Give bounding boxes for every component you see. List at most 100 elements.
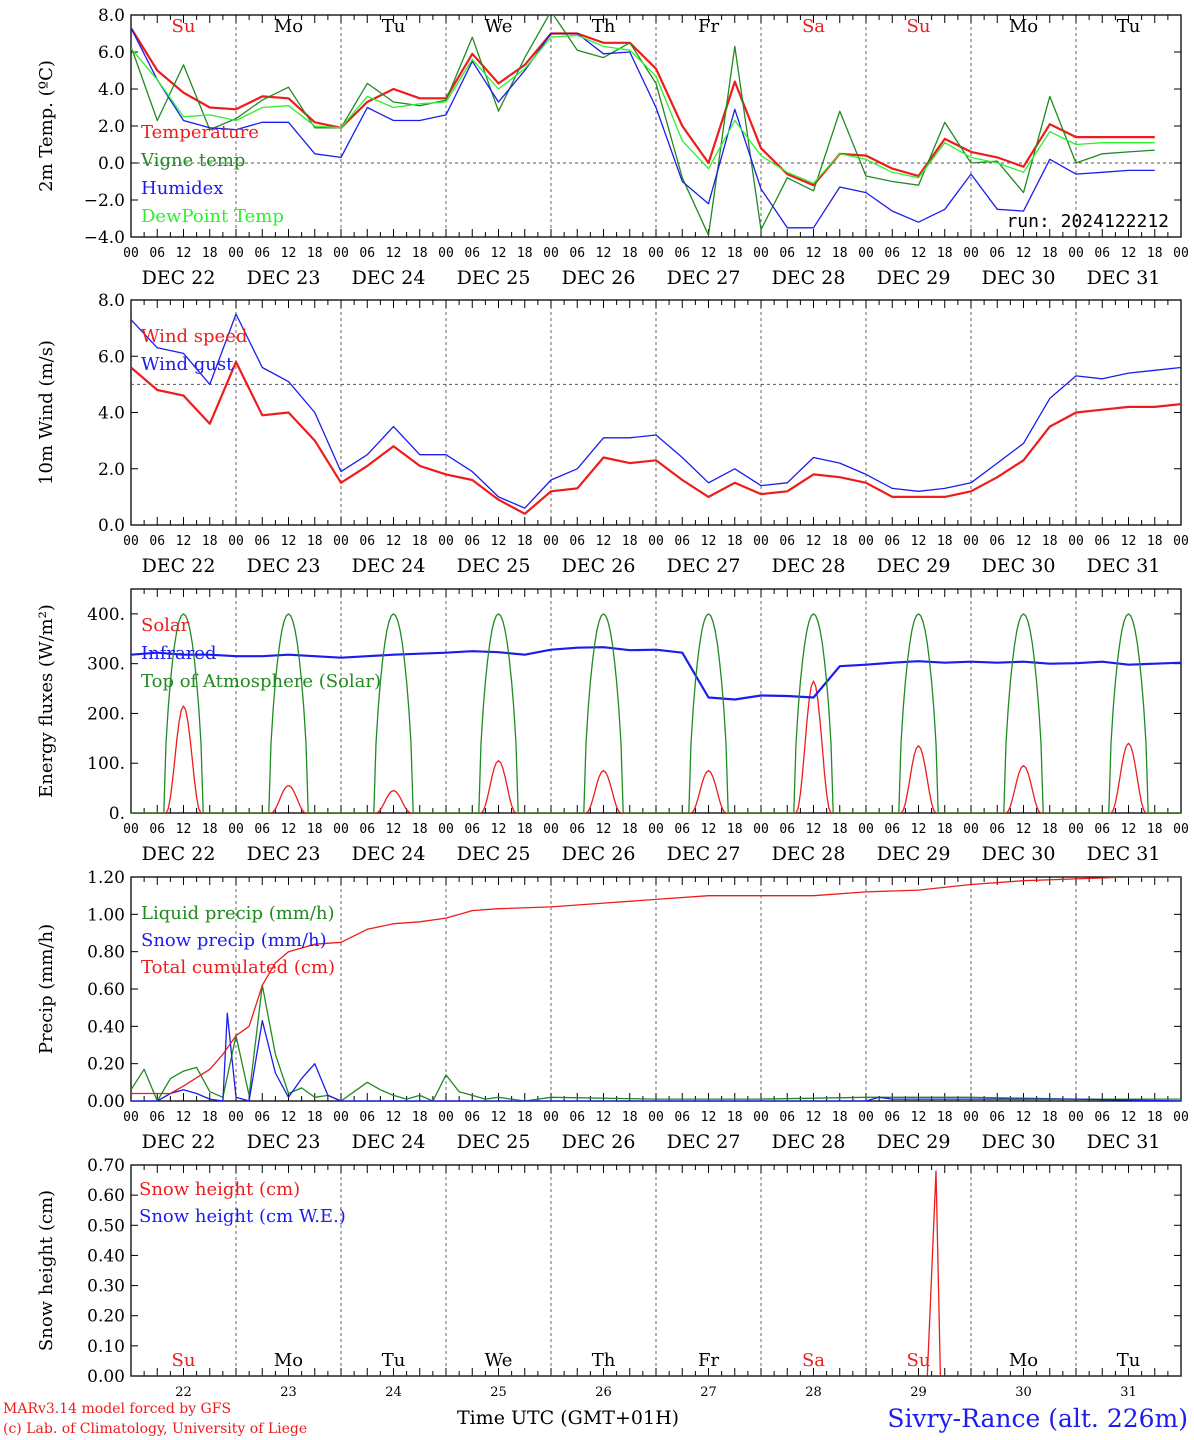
x-day-label: DEC 22 <box>142 555 216 577</box>
x-hour-label: 12 <box>701 534 717 549</box>
x-hour-label: 06 <box>1094 822 1110 837</box>
x-hour-label: 12 <box>911 822 927 837</box>
x-day-label: DEC 30 <box>982 843 1056 865</box>
legend-entry: DewPoint Temp <box>141 206 284 227</box>
x-hour-label: 12 <box>596 534 612 549</box>
panel-energy: 0. 100. 200. 300. 400. Energy fluxes (W/m²) 00… <box>36 588 1189 865</box>
series-group <box>131 1170 1181 1376</box>
series-line-snow-height-cm <box>131 1170 1181 1376</box>
y-tick-label: 0.30 <box>87 1277 125 1297</box>
weekday-label: Tu <box>382 1350 406 1371</box>
x-day-label: DEC 26 <box>562 843 636 865</box>
weekday-label: Su <box>172 1350 196 1371</box>
x-hour-label: 18 <box>307 246 323 261</box>
x-day-label: DEC 31 <box>1087 843 1161 865</box>
legend-entry: Vigne temp <box>140 150 245 171</box>
x-hour-label: 18 <box>937 534 953 549</box>
series-line-solar <box>131 680 1181 813</box>
y-tick-label: 2.0 <box>98 460 125 480</box>
x-hour-label: 06 <box>989 246 1005 261</box>
x-hour-label: 06 <box>359 246 375 261</box>
x-hour-label: 18 <box>307 822 323 837</box>
legend-entry: Temperature <box>141 122 259 143</box>
y-axis-label: 10m Wind (m/s) <box>36 340 57 485</box>
x-hour-label: 00 <box>1068 1110 1084 1125</box>
x-hour-label: 12 <box>386 1110 402 1125</box>
x-hour-label: 00 <box>963 246 979 261</box>
x-hour-label: 18 <box>1042 534 1058 549</box>
legend-entry: Wind speed <box>141 326 247 347</box>
legend-entry: Snow height (cm) <box>139 1179 300 1200</box>
x-hour-label: 00 <box>648 822 664 837</box>
y-tick-label: 8.0 <box>98 291 125 311</box>
x-day-label: DEC 27 <box>667 555 741 577</box>
x-hour-label: 12 <box>386 822 402 837</box>
x-hour-label: 12 <box>386 534 402 549</box>
x-hour-label: 12 <box>1016 1110 1032 1125</box>
x-day-label: DEC 24 <box>352 843 426 865</box>
x-day-label: DEC 28 <box>772 555 846 577</box>
x-day-label: DEC 29 <box>877 555 951 577</box>
y-tick-label: 0.0 <box>98 516 125 536</box>
x-hour-label: 18 <box>1042 822 1058 837</box>
x-hour-label: 12 <box>281 822 297 837</box>
series-line-infrared <box>131 646 1181 701</box>
x-hour-label: 00 <box>543 822 559 837</box>
legend-entry: Solar <box>141 615 190 636</box>
y-tick-label: 0. <box>109 804 125 824</box>
x-hour-label: 00 <box>1068 822 1084 837</box>
x-day-label: DEC 26 <box>562 1131 636 1153</box>
y-tick-label: 0.40 <box>87 1017 125 1037</box>
x-hour-label: 06 <box>464 1110 480 1125</box>
x-hour-label: 12 <box>491 1110 507 1125</box>
legend-entry: Total cumulated (cm) <box>141 957 335 978</box>
series-line-dewpoint-temp <box>131 34 1155 184</box>
x-hour-label: 06 <box>359 1110 375 1125</box>
x-day-label: DEC 28 <box>772 1131 846 1153</box>
y-tick-label: 0.70 <box>87 1156 125 1176</box>
x-hour-label: 06 <box>359 822 375 837</box>
y-tick-label: 0.40 <box>87 1246 125 1266</box>
weekday-label: Tu <box>382 16 406 37</box>
x-hour-label: 18 <box>412 246 428 261</box>
y-tick-label: 100. <box>87 754 125 774</box>
x-hour-label: 12 <box>176 534 192 549</box>
legend-entry: Liquid precip (mm/h) <box>141 903 335 924</box>
x-hour-label: 00 <box>123 1110 139 1125</box>
x-hour-label: 06 <box>359 534 375 549</box>
x-hour-label: 18 <box>412 822 428 837</box>
x-day-number: 26 <box>595 1385 612 1400</box>
x-day-number: 23 <box>280 1385 297 1400</box>
x-hour-label: 18 <box>307 534 323 549</box>
y-tick-label: 0.60 <box>87 1186 125 1206</box>
legend-entry: Humidex <box>141 178 223 199</box>
y-tick-label: 4.0 <box>98 80 125 100</box>
x-day-label: DEC 31 <box>1087 267 1161 289</box>
x-day-label: DEC 24 <box>352 1131 426 1153</box>
y-tick-label: 0.20 <box>87 1307 125 1327</box>
series-line-total-cumulated-cm <box>131 877 1181 1095</box>
x-hour-label: 06 <box>674 1110 690 1125</box>
x-hour-label: 00 <box>753 534 769 549</box>
weekday-label: We <box>485 1350 513 1371</box>
x-hour-label: 18 <box>517 534 533 549</box>
weekday-label: Th <box>592 16 616 37</box>
legend-entry: Top of Atmosphere (Solar) <box>141 671 381 692</box>
x-day-label: DEC 26 <box>562 555 636 577</box>
y-tick-label: 0.10 <box>87 1337 125 1357</box>
y-tick-label: 0.50 <box>87 1216 125 1236</box>
x-hour-label: 06 <box>884 246 900 261</box>
x-hour-label: 18 <box>1042 246 1058 261</box>
x-hour-label: 18 <box>517 246 533 261</box>
weekday-label: We <box>485 16 513 37</box>
weekday-label: Su <box>907 16 931 37</box>
y-axis-label: 2m Temp. (ºC) <box>36 60 57 192</box>
x-hour-label: 00 <box>963 1110 979 1125</box>
x-hour-label: 06 <box>569 246 585 261</box>
x-hour-label: 00 <box>438 822 454 837</box>
x-hour-label: 18 <box>517 822 533 837</box>
x-hour-label: 18 <box>937 246 953 261</box>
x-day-label: DEC 25 <box>457 1131 531 1153</box>
x-day-label: DEC 23 <box>247 555 321 577</box>
x-hour-label: 12 <box>281 246 297 261</box>
